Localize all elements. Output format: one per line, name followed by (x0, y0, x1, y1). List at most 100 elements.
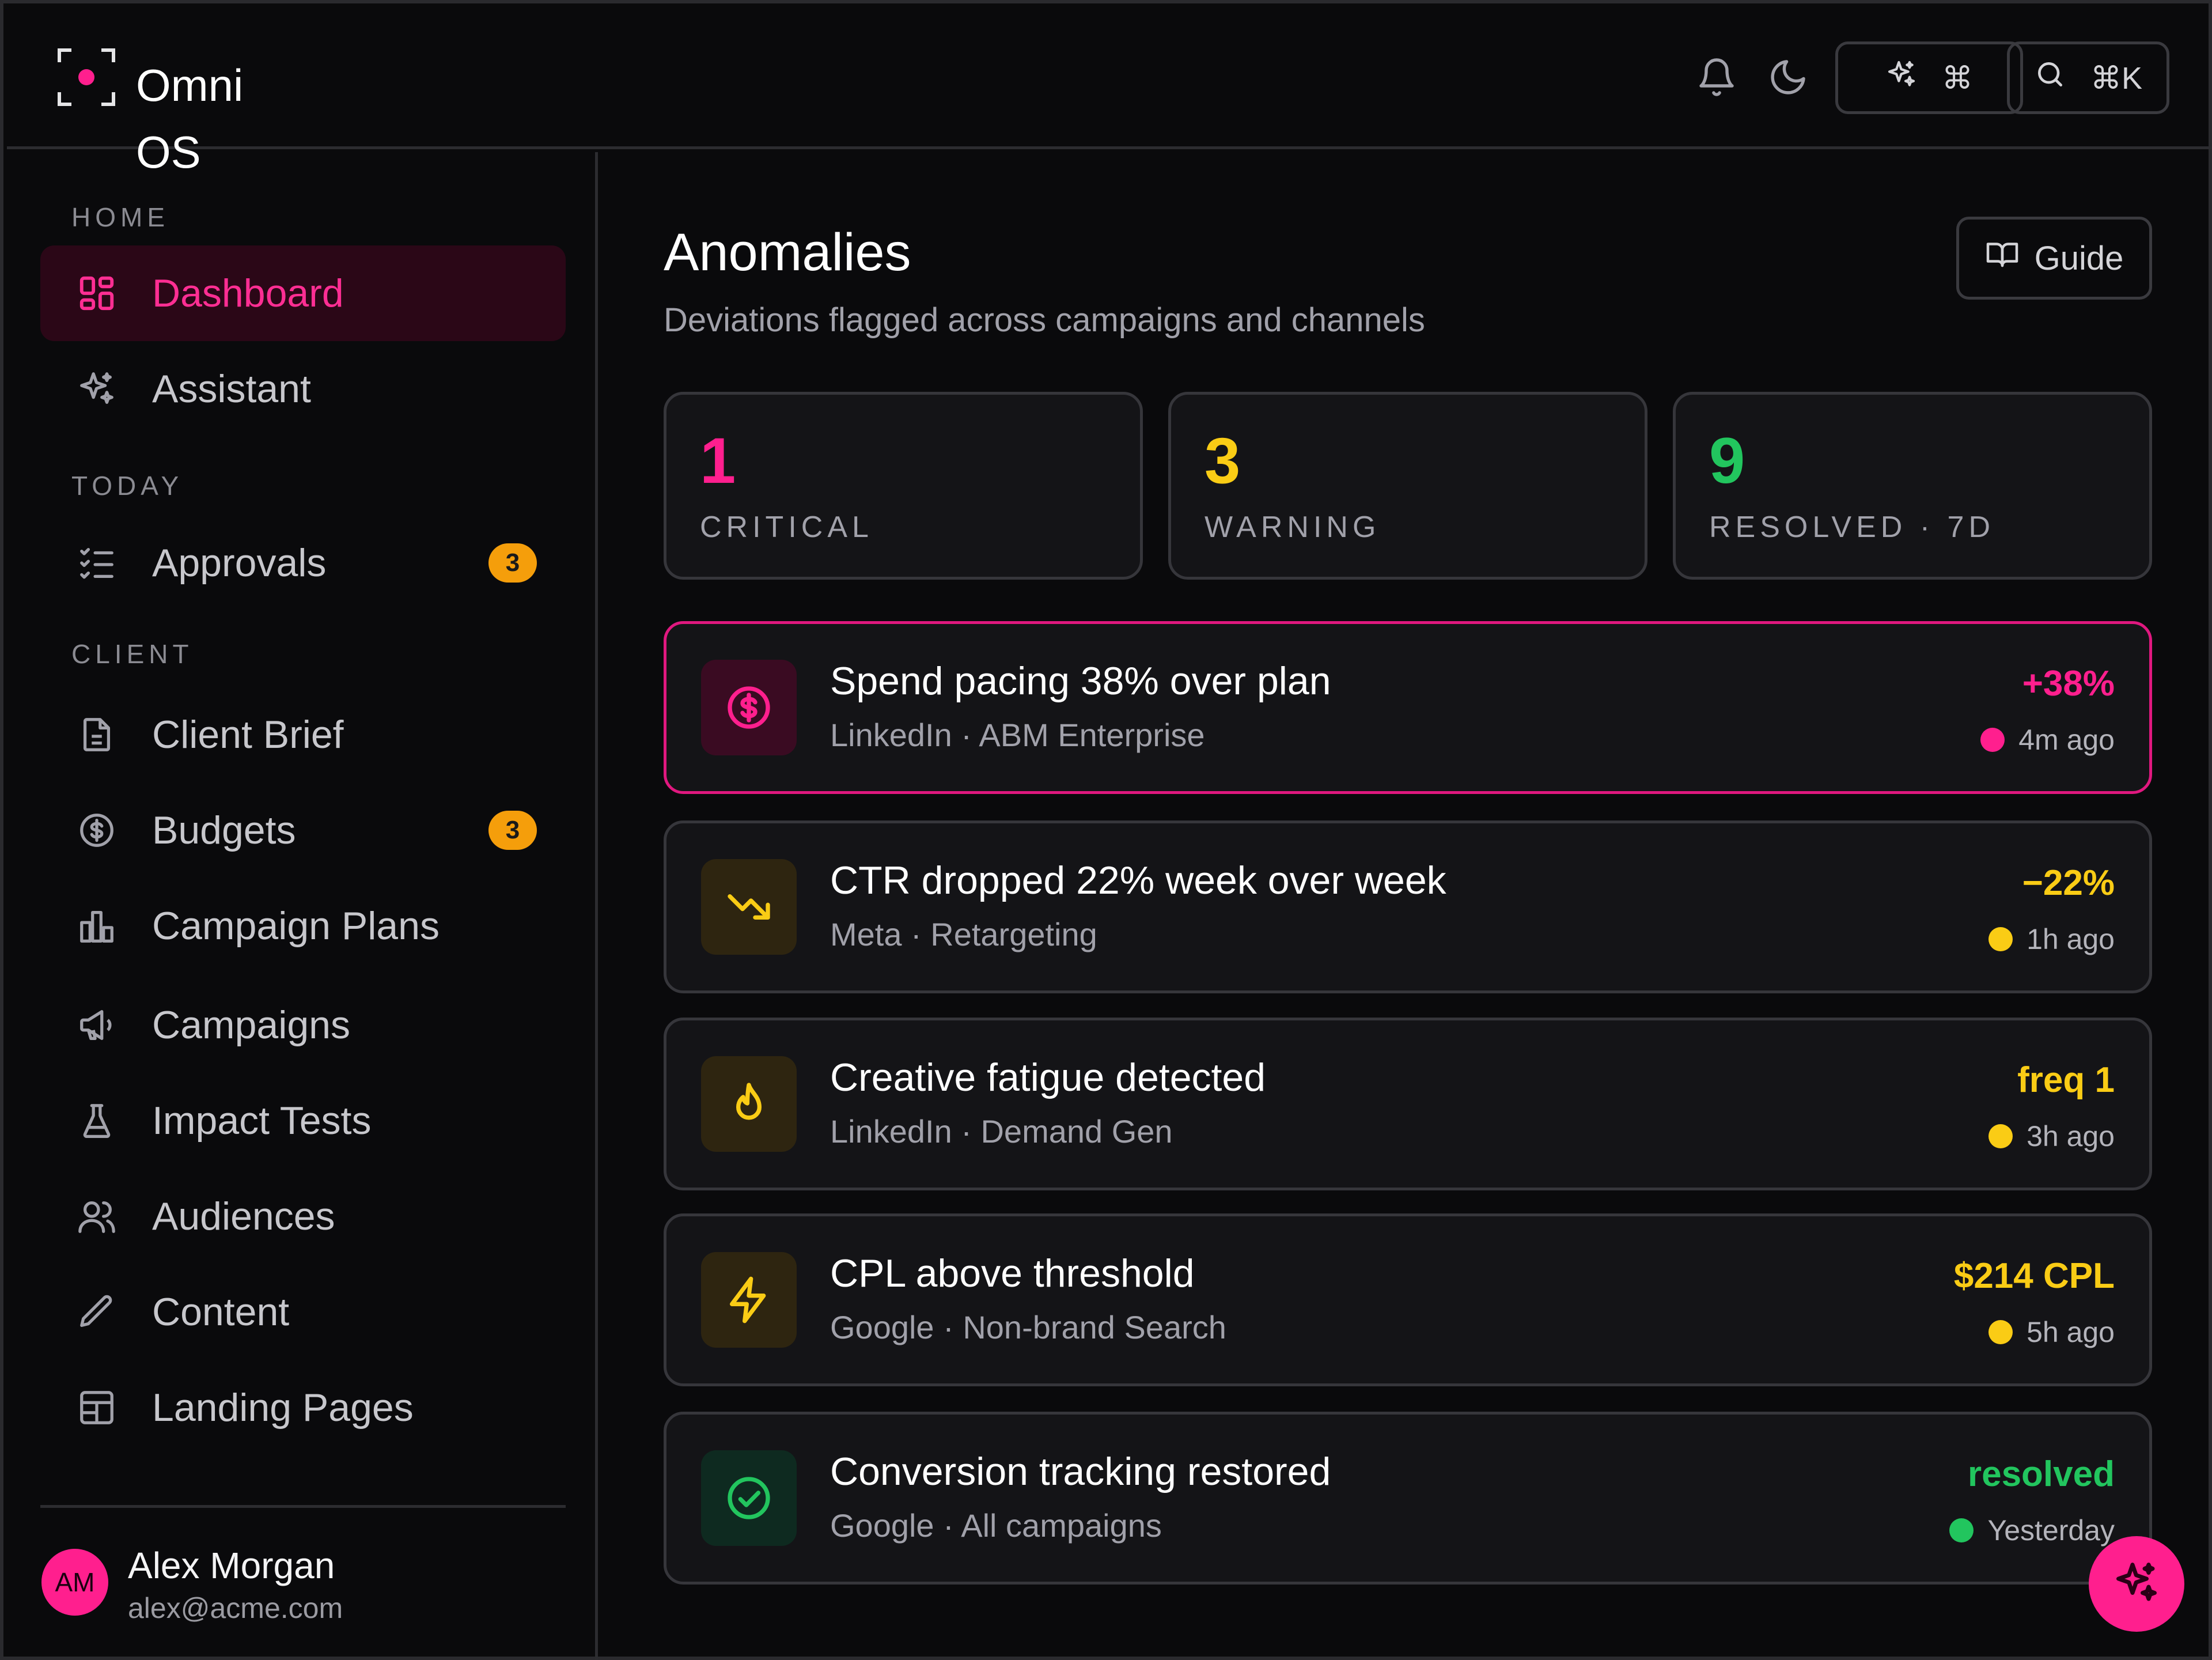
sidebar: HOME Dashboard Assistant TODAY Approvals… (7, 152, 598, 1660)
flask-icon (75, 1099, 119, 1143)
sidebar-item-label: Client Brief (152, 713, 344, 757)
sidebar-divider (40, 1505, 566, 1508)
anomaly-title: CTR dropped 22% week over week (830, 859, 1446, 902)
anomaly-time-label: Yesterday (1987, 1514, 2115, 1546)
anomaly-metric: freq 1 (2017, 1060, 2115, 1100)
anomaly-metric: resolved (1967, 1454, 2115, 1494)
sidebar-item-label: Content (152, 1290, 290, 1334)
anomaly-metric: −22% (2022, 863, 2115, 903)
search-icon (2034, 58, 2066, 98)
sidebar-item-client-brief[interactable]: Client Brief (40, 687, 566, 782)
anomaly-title: Spend pacing 38% over plan (830, 659, 1331, 703)
anomaly-source: Meta · Retargeting (830, 916, 1097, 952)
moon-icon[interactable] (1765, 54, 1811, 100)
severity-dot (1988, 1320, 2013, 1344)
book-icon (1985, 237, 2020, 279)
anomaly-metric: $214 CPL (1953, 1256, 2115, 1296)
bar-chart-icon (75, 904, 119, 948)
section-label-home: HOME (71, 202, 169, 232)
approvals-count-badge: 3 (488, 543, 537, 583)
severity-dot (1988, 1124, 2013, 1148)
stat-label: CRITICAL (700, 511, 873, 544)
anomaly-row[interactable]: CTR dropped 22% week over week Meta · Re… (664, 820, 2152, 993)
dollar-circle-icon (701, 660, 797, 755)
anomaly-row[interactable]: Creative fatigue detected LinkedIn · Dem… (664, 1018, 2152, 1190)
avatar[interactable]: AM (41, 1549, 108, 1616)
sidebar-item-label: Assistant (152, 367, 311, 411)
page-subtitle: Deviations flagged across campaigns and … (664, 301, 1425, 339)
sidebar-item-label: Campaigns (152, 1003, 350, 1047)
sidebar-item-label: Budgets (152, 808, 296, 852)
document-icon (75, 713, 119, 757)
assistant-shortcut-button[interactable]: ⌘ (1835, 41, 2023, 114)
layout-icon (75, 1386, 119, 1430)
sidebar-item-label: Campaign Plans (152, 904, 440, 948)
top-bar: Omni OS ⌘ ⌘K (7, 7, 2212, 177)
dashboard-icon (75, 271, 119, 315)
sparkles-icon (1885, 58, 1918, 98)
user-email: alex@acme.com (128, 1592, 343, 1624)
megaphone-icon (75, 1003, 119, 1047)
anomaly-row[interactable]: Spend pacing 38% over plan LinkedIn · AB… (664, 621, 2152, 794)
anomaly-row[interactable]: CPL above threshold Google · Non-brand S… (664, 1213, 2152, 1386)
sidebar-item-budgets[interactable]: Budgets 3 (40, 782, 566, 878)
stat-label: RESOLVED · 7D (1709, 511, 1995, 544)
logo-icon (58, 48, 115, 106)
sidebar-item-assistant[interactable]: Assistant (40, 341, 566, 437)
anomaly-source: Google · Non-brand Search (830, 1309, 1226, 1345)
anomaly-time-label: 5h ago (2027, 1316, 2115, 1348)
severity-dot (1980, 728, 2005, 752)
dollar-circle-icon (75, 808, 119, 852)
anomaly-source: LinkedIn · ABM Enterprise (830, 717, 1205, 753)
anomaly-source: Google · All campaigns (830, 1507, 1162, 1544)
anomaly-time: Yesterday (1949, 1514, 2115, 1547)
check-circle-icon (701, 1450, 797, 1546)
anomaly-row[interactable]: Conversion tracking restored Google · Al… (664, 1412, 2152, 1585)
sidebar-item-label: Audiences (152, 1194, 335, 1238)
stat-card-warning: 3 WARNING (1168, 392, 1647, 580)
sidebar-item-label: Impact Tests (152, 1099, 372, 1143)
budgets-count-badge: 3 (488, 811, 537, 850)
sidebar-item-audiences[interactable]: Audiences (40, 1169, 566, 1264)
sidebar-item-campaigns[interactable]: Campaigns (40, 977, 566, 1073)
pencil-icon (75, 1290, 119, 1334)
search-button[interactable]: ⌘K (2007, 41, 2169, 114)
stat-value: 1 (700, 425, 736, 497)
bell-icon[interactable] (1694, 54, 1740, 100)
severity-dot (1988, 927, 2013, 951)
sidebar-item-landing-pages[interactable]: Landing Pages (40, 1360, 566, 1455)
users-icon (75, 1194, 119, 1238)
sidebar-item-label: Dashboard (152, 271, 344, 315)
anomaly-time-label: 1h ago (2027, 923, 2115, 955)
anomaly-time: 1h ago (1988, 922, 2115, 956)
anomaly-time-label: 4m ago (2018, 724, 2115, 756)
anomaly-source: LinkedIn · Demand Gen (830, 1113, 1173, 1149)
trending-down-icon (701, 859, 797, 955)
anomaly-time: 5h ago (1988, 1315, 2115, 1349)
sidebar-item-dashboard[interactable]: Dashboard (40, 245, 566, 341)
guide-label: Guide (2034, 239, 2124, 277)
assistant-shortcut-key: ⌘ (1942, 60, 1973, 96)
sidebar-item-approvals[interactable]: Approvals 3 (40, 515, 566, 611)
anomaly-time: 3h ago (1988, 1120, 2115, 1153)
section-label-today: TODAY (71, 471, 184, 501)
sidebar-item-content[interactable]: Content (40, 1264, 566, 1360)
sidebar-item-label: Approvals (152, 541, 327, 585)
assistant-fab-button[interactable] (2089, 1536, 2184, 1632)
anomaly-title: Conversion tracking restored (830, 1450, 1331, 1493)
anomaly-metric: +38% (2022, 664, 2115, 704)
flame-icon (701, 1056, 797, 1152)
page-title: Anomalies (664, 223, 911, 282)
stat-card-resolved: 9 RESOLVED · 7D (1673, 392, 2152, 580)
checklist-icon (75, 541, 119, 585)
app-name: Omni OS (136, 60, 244, 177)
guide-button[interactable]: Guide (1956, 217, 2152, 300)
sparkles-icon (2112, 1559, 2161, 1610)
sidebar-item-campaign-plans[interactable]: Campaign Plans (40, 878, 566, 974)
sidebar-item-impact-tests[interactable]: Impact Tests (40, 1073, 566, 1169)
user-name: Alex Morgan (128, 1545, 335, 1586)
stat-value: 9 (1709, 425, 1745, 497)
anomaly-title: Creative fatigue detected (830, 1056, 1266, 1099)
sidebar-item-label: Landing Pages (152, 1386, 414, 1430)
